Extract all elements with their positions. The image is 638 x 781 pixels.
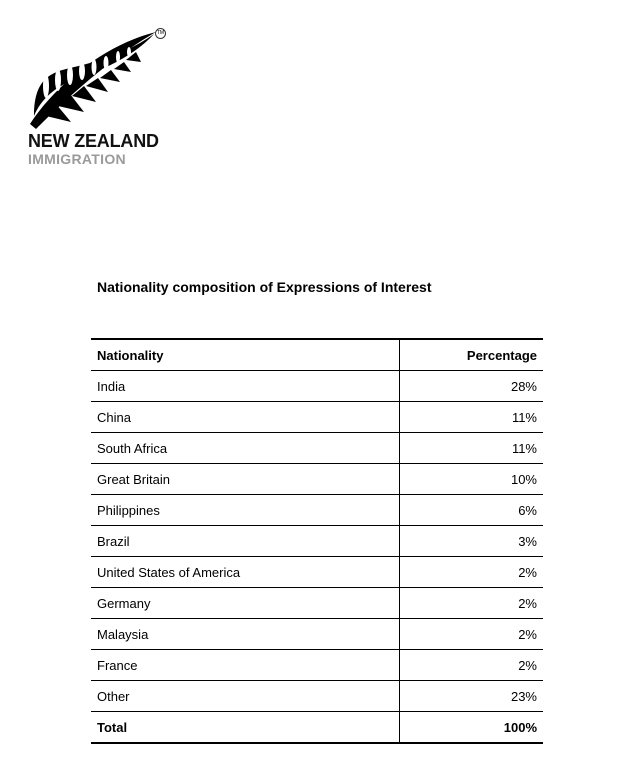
table-row: Germany 2% [91, 587, 543, 619]
table-row: United States of America 2% [91, 556, 543, 588]
header-nationality: Nationality [91, 339, 400, 371]
nationality-cell: Malaysia [91, 618, 400, 650]
percentage-cell: 2% [399, 587, 543, 619]
table-row: China 11% [91, 401, 543, 433]
percentage-cell: 11% [399, 401, 543, 433]
nationality-cell: South Africa [91, 432, 400, 464]
nationality-cell: Great Britain [91, 463, 400, 495]
percentage-cell: 2% [399, 618, 543, 650]
nationality-table: Nationality Percentage India 28% China 11% S… [91, 338, 543, 744]
percentage-cell: 2% [399, 649, 543, 681]
nationality-cell: United States of America [91, 556, 400, 588]
table-row: South Africa 11% [91, 432, 543, 464]
table-row: Great Britain 10% [91, 463, 543, 495]
table-header-row: Nationality Percentage [91, 339, 543, 371]
percentage-cell: 23% [399, 680, 543, 712]
table-row: Philippines 6% [91, 494, 543, 526]
trademark-mark: TM [155, 28, 166, 39]
total-row: Total 100% [91, 711, 543, 743]
total-label: Total [91, 711, 400, 743]
nationality-cell: Philippines [91, 494, 400, 526]
percentage-cell: 3% [399, 525, 543, 557]
table-row: India 28% [91, 370, 543, 402]
nationality-cell: China [91, 401, 400, 433]
nationality-cell: India [91, 370, 400, 402]
nationality-cell: Other [91, 680, 400, 712]
silver-fern-logo-icon [30, 32, 156, 129]
percentage-cell: 6% [399, 494, 543, 526]
percentage-cell: 10% [399, 463, 543, 495]
nationality-cell: Germany [91, 587, 400, 619]
total-value: 100% [503, 719, 537, 735]
table-row: Other 23% [91, 680, 543, 712]
logo-subtitle: IMMIGRATION [28, 151, 126, 167]
nationality-cell: France [91, 649, 400, 681]
nationality-cell: Brazil [91, 525, 400, 557]
percentage-cell: 28% [399, 370, 543, 402]
table-row: Brazil 3% [91, 525, 543, 557]
document-title: Nationality composition of Expressions o… [97, 279, 432, 295]
table-row: France 2% [91, 649, 543, 681]
logo-name: NEW ZEALAND [28, 131, 159, 151]
percentage-cell: 2% [399, 556, 543, 588]
header-percentage: Percentage [399, 339, 543, 371]
table-row: Malaysia 2% [91, 618, 543, 650]
percentage-cell: 11% [399, 432, 543, 464]
